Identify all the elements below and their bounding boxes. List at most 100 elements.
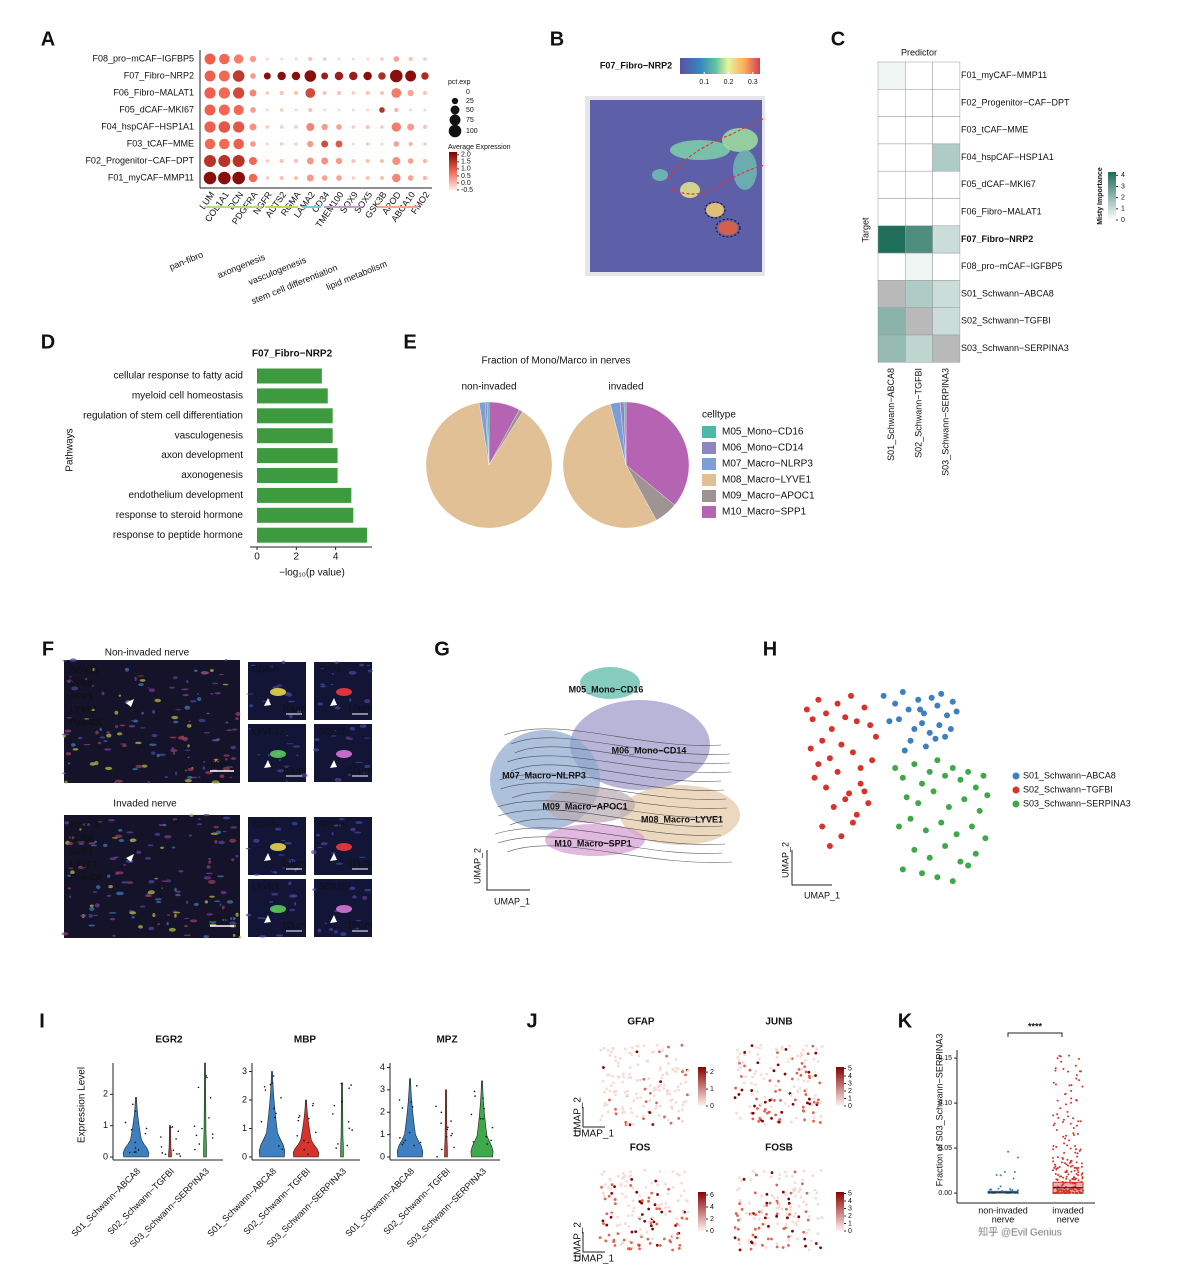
cell-dot (786, 1216, 789, 1220)
cell-dot (676, 1232, 680, 1236)
cell-dot (658, 1207, 662, 1211)
dot (277, 71, 286, 81)
point (819, 823, 826, 830)
cell-dot (686, 1210, 690, 1214)
cell-dot (668, 1092, 672, 1096)
cell-dot (770, 1171, 774, 1175)
chart-title: GFAP (627, 1017, 655, 1028)
cell-dot (776, 1051, 779, 1055)
jitter-dot (1052, 1081, 1055, 1084)
jitter-dot (1016, 1156, 1019, 1159)
streamline (511, 791, 728, 809)
cell-dot (808, 1102, 812, 1106)
jitter-dot (1075, 1161, 1078, 1164)
axis-title: UMAP_1 (574, 1254, 614, 1265)
cell-dot (652, 1094, 656, 1098)
dot (265, 108, 269, 112)
cell-cloud (580, 667, 640, 699)
cell-signal (175, 893, 181, 897)
jitter-dot (419, 1141, 422, 1144)
legend-label: M05_Mono−CD16 (722, 427, 804, 438)
streamline (507, 755, 732, 773)
cell-dot (668, 1239, 672, 1242)
violin (122, 1097, 150, 1158)
cell-dot (603, 1101, 607, 1105)
jitter-dot (1076, 1152, 1079, 1155)
inset-label: SOX10 (318, 726, 347, 736)
cell-signal (71, 686, 79, 691)
colorbar-tick-label: 1 (848, 1220, 852, 1227)
cell-signal (257, 754, 261, 756)
cell-signal (173, 720, 179, 724)
cell-signal (329, 852, 337, 854)
tissue-signal (652, 169, 668, 181)
bar (257, 527, 368, 543)
jitter-dot (1075, 1099, 1078, 1102)
cell-dot (680, 1181, 684, 1185)
colorbar (836, 1192, 844, 1231)
cell-dot (604, 1239, 608, 1243)
cell-dot (793, 1181, 797, 1185)
cell-signal (222, 830, 227, 833)
dot (204, 121, 216, 133)
jitter-dot (408, 1131, 411, 1134)
cell-signal (185, 900, 189, 905)
cell-dot (609, 1178, 612, 1182)
heat-cell (877, 116, 906, 145)
cell-dot (739, 1066, 743, 1069)
colorbar-tick-label: 0 (710, 1228, 714, 1235)
colorbar-tick-label: 3 (1121, 183, 1125, 190)
cell-dot (643, 1168, 646, 1172)
cell-signal (139, 679, 146, 682)
cell-dot (812, 1100, 816, 1104)
cell-signal (108, 885, 113, 889)
cell-dot (629, 1174, 633, 1177)
cell-signal (198, 818, 201, 820)
cell-dot (601, 1191, 605, 1195)
cell-signal (336, 905, 352, 913)
point (911, 846, 918, 853)
cell-dot (629, 1247, 633, 1251)
y-tick-label: axon development (161, 450, 243, 461)
cell-dot (680, 1216, 684, 1220)
cell-dot (755, 1097, 758, 1101)
jitter-dot (1075, 1124, 1078, 1127)
point (849, 749, 856, 756)
cell-dot (610, 1183, 614, 1187)
cell-signal (117, 828, 123, 832)
jitter-dot (1072, 1133, 1075, 1136)
point (984, 792, 991, 799)
y-tick-label: 0 (380, 1151, 385, 1161)
jitter-dot (1067, 1115, 1070, 1118)
cell-dot (671, 1067, 675, 1071)
dot (233, 121, 245, 133)
cell-dot (665, 1054, 669, 1058)
cell-dot (794, 1221, 798, 1225)
cell-signal (80, 914, 87, 917)
cell-dot (605, 1103, 609, 1107)
cell-dot (797, 1215, 801, 1219)
cell-dot (801, 1109, 805, 1112)
legend-title: celltype (702, 410, 736, 421)
cell-dot (631, 1186, 635, 1190)
jitter-dot (1074, 1064, 1077, 1067)
colorbar (698, 1192, 706, 1231)
cell-dot (630, 1177, 634, 1181)
cell-signal (316, 833, 321, 837)
jitter-dot (1081, 1177, 1084, 1180)
jitter-dot (178, 1153, 180, 1155)
jitter-dot (161, 1152, 164, 1154)
chart-title: JUNB (765, 1017, 792, 1028)
axis-title: Target (860, 217, 870, 243)
dot (380, 57, 384, 61)
channel-label: Pan-CK (70, 872, 103, 882)
cell-signal (164, 776, 169, 778)
jitter-dot (1065, 1163, 1068, 1166)
cell-signal (94, 760, 99, 766)
jitter-dot (312, 1102, 315, 1105)
cell-signal (69, 675, 72, 678)
cell-dot (609, 1188, 613, 1191)
jitter-dot (1054, 1165, 1057, 1168)
jitter-dot (1078, 1149, 1081, 1152)
cell-dot (629, 1107, 633, 1110)
